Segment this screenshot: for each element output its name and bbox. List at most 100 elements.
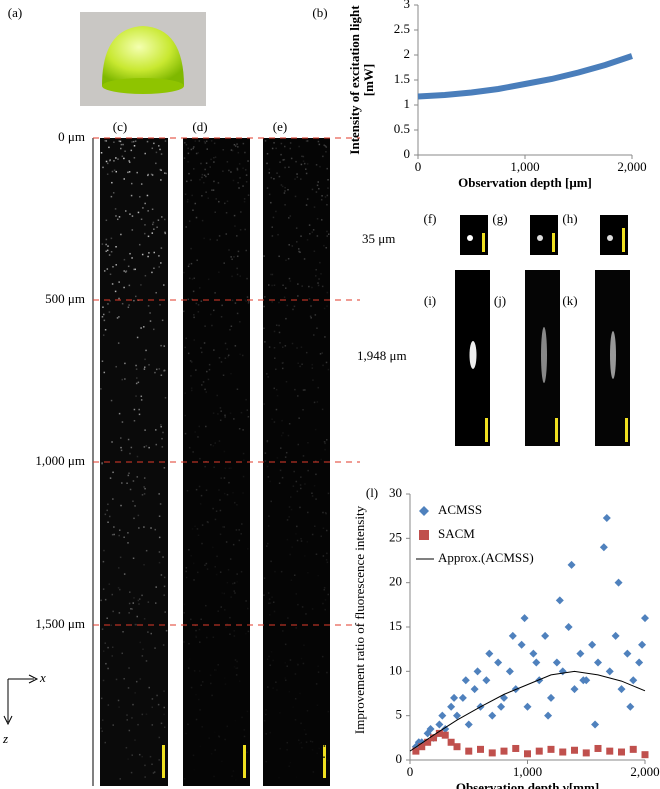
- speckle: [314, 428, 317, 431]
- speckle: [115, 678, 118, 681]
- speckle: [240, 570, 243, 573]
- speckle: [159, 503, 162, 505]
- speckle: [117, 342, 120, 344]
- speckle: [311, 188, 314, 191]
- point: [517, 640, 526, 649]
- speckle: [315, 683, 318, 685]
- speckle: [193, 579, 195, 581]
- speckle: [322, 602, 324, 605]
- speckle: [110, 250, 113, 253]
- speckle: [123, 157, 125, 160]
- speckle: [186, 201, 189, 203]
- speckle: [247, 194, 250, 196]
- speckle: [192, 754, 195, 757]
- point: [614, 578, 623, 587]
- speckle: [135, 368, 138, 370]
- speckle: [151, 724, 154, 726]
- speckle: [285, 380, 288, 383]
- speckle: [185, 576, 188, 579]
- speckle: [143, 493, 146, 495]
- speckle: [203, 342, 206, 344]
- speckle: [158, 145, 160, 147]
- speckle: [218, 235, 221, 237]
- speckle: [325, 361, 328, 364]
- speckle: [205, 140, 208, 143]
- speckle: [270, 560, 272, 563]
- speckle: [236, 235, 238, 237]
- speckle: [201, 542, 203, 545]
- speckle: [215, 198, 217, 200]
- speckle: [270, 650, 273, 653]
- speckle: [153, 267, 155, 270]
- speckle: [222, 526, 224, 528]
- speckle: [206, 370, 208, 373]
- speckle: [271, 147, 274, 150]
- speckle: [285, 259, 287, 262]
- speckle: [240, 533, 242, 535]
- point: [629, 676, 638, 685]
- speckle: [135, 680, 138, 683]
- speckle: [187, 147, 189, 150]
- speckle: [147, 305, 150, 307]
- speckle: [131, 257, 133, 259]
- speckle: [144, 202, 146, 205]
- speckle: [105, 238, 108, 241]
- speckle: [272, 659, 274, 662]
- speckle: [300, 346, 303, 348]
- speckle: [204, 168, 206, 171]
- speckle: [242, 167, 244, 169]
- speckle: [307, 441, 309, 444]
- speckle: [104, 741, 107, 744]
- speckle: [304, 483, 306, 485]
- point: [435, 720, 444, 729]
- speckle: [242, 492, 244, 494]
- speckle: [273, 610, 276, 613]
- small-images: [455, 215, 630, 446]
- speckle: [205, 191, 207, 193]
- speckle: [316, 401, 319, 403]
- photo-dome: [102, 26, 184, 86]
- speckle: [295, 160, 297, 163]
- speckle: [121, 302, 124, 305]
- point: [426, 724, 435, 733]
- speckle: [202, 381, 205, 383]
- speckle: [205, 604, 207, 607]
- speckle: [246, 277, 248, 280]
- speckle: [148, 446, 150, 449]
- speckle: [200, 162, 202, 165]
- speckle: [276, 457, 279, 459]
- speckle: [268, 613, 271, 616]
- speckle: [291, 342, 294, 345]
- speckle: [287, 217, 290, 219]
- speckle: [224, 414, 226, 417]
- speckle: [194, 140, 197, 142]
- speckle: [140, 183, 143, 185]
- speckle: [128, 161, 131, 164]
- speckle: [111, 655, 114, 657]
- speckle: [280, 184, 283, 186]
- speckle: [213, 775, 215, 778]
- speckle: [147, 255, 149, 258]
- speckle: [138, 603, 140, 605]
- speckle: [214, 731, 216, 733]
- speckle: [190, 148, 193, 151]
- speckle: [326, 167, 328, 170]
- speckle: [217, 610, 219, 612]
- speckle: [144, 358, 146, 361]
- speckle: [246, 607, 249, 610]
- speckle: [100, 388, 102, 390]
- speckle: [225, 212, 228, 214]
- speckle: [133, 597, 135, 599]
- speckle: [163, 576, 166, 579]
- speckle: [195, 693, 197, 696]
- speckle: [273, 330, 276, 333]
- speckle: [266, 465, 269, 468]
- speckle: [213, 309, 215, 312]
- point: [500, 693, 508, 702]
- speckle: [103, 549, 105, 552]
- speckle: [299, 692, 301, 695]
- speckle: [121, 421, 124, 423]
- point: [555, 596, 564, 605]
- point: [558, 667, 567, 676]
- speckle: [285, 451, 288, 454]
